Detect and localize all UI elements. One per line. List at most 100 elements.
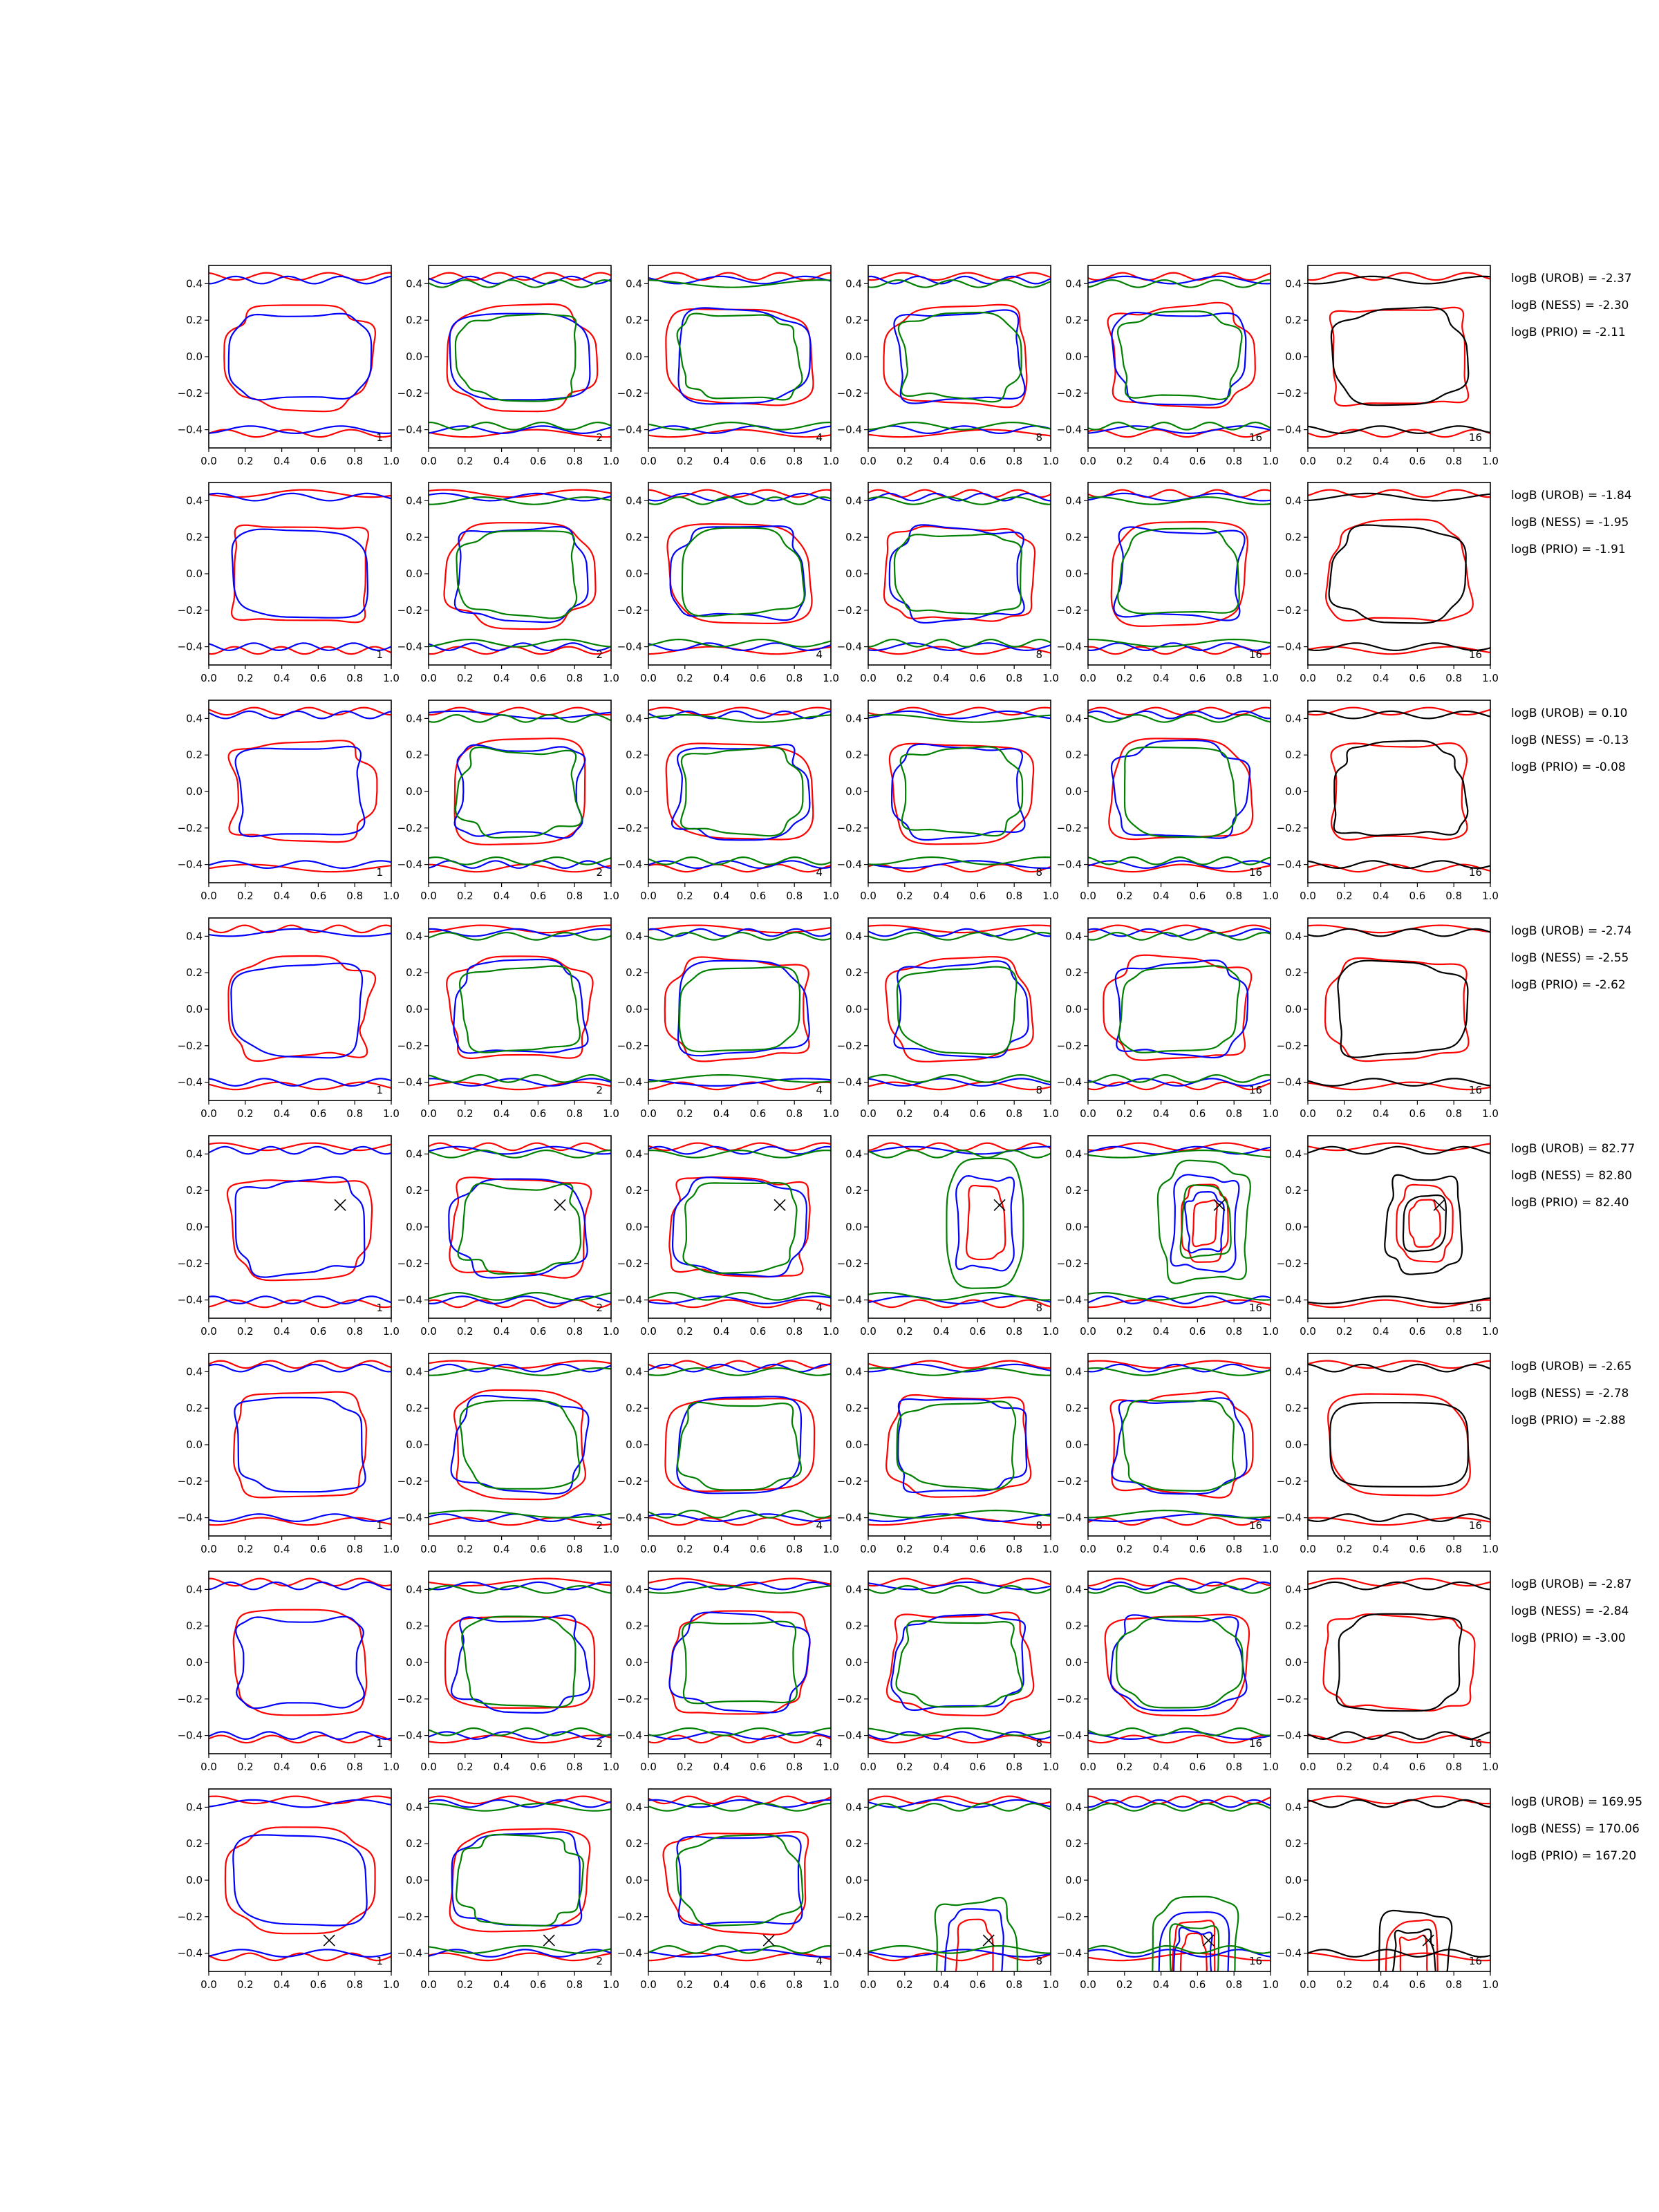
y-tick-label: −0.4 bbox=[1277, 424, 1302, 436]
x-tick-label: 0.4 bbox=[933, 455, 950, 467]
y-tick-label: −0.2 bbox=[178, 1475, 203, 1488]
x-tick-label: 0.6 bbox=[310, 455, 326, 467]
x-tick-label: 0.8 bbox=[566, 455, 583, 467]
peak-marker bbox=[543, 1934, 555, 1947]
panel-tag: 16 bbox=[1469, 1302, 1482, 1314]
black-contour-top bbox=[1308, 1581, 1490, 1591]
y-tick-label: 0.2 bbox=[845, 749, 862, 761]
y-tick-label: 0.2 bbox=[1065, 314, 1082, 326]
y-tick-label: 0.0 bbox=[186, 1221, 203, 1233]
panel-r5-c4: 0.0 0.2 0.4 0.6 0.8 1.0 0.4 0.2 0.0 −0.2 −0.4 8 bbox=[837, 1135, 1059, 1338]
y-tick-label: 0.0 bbox=[1285, 1656, 1302, 1669]
x-tick-label: 0.6 bbox=[969, 1978, 986, 1991]
x-tick-label: 0.0 bbox=[200, 1761, 217, 1773]
green-contour-top bbox=[868, 496, 1051, 505]
x-tick-label: 0.4 bbox=[494, 1325, 510, 1338]
peak-marker bbox=[982, 1934, 995, 1947]
x-tick-label: 1.0 bbox=[1482, 890, 1499, 902]
y-tick-label: −0.2 bbox=[837, 822, 862, 834]
y-tick-label: 0.2 bbox=[626, 1837, 642, 1850]
x-tick-label: 1.0 bbox=[823, 1761, 839, 1773]
y-tick-label: −0.2 bbox=[397, 1475, 422, 1488]
x-tick-label: 0.2 bbox=[1336, 672, 1353, 684]
y-tick-label: −0.2 bbox=[1057, 387, 1082, 400]
peak-marker bbox=[1422, 1934, 1434, 1947]
y-tick-label: 0.4 bbox=[406, 1147, 422, 1160]
blue-contour-inner bbox=[235, 1615, 365, 1709]
x-tick-label: 0.4 bbox=[713, 455, 730, 467]
x-tick-label: 1.0 bbox=[1262, 1107, 1279, 1120]
red-contour-top bbox=[429, 1577, 611, 1587]
x-tick-label: 0.0 bbox=[860, 455, 877, 467]
y-tick-label: 0.2 bbox=[1065, 531, 1082, 543]
x-tick-label: 0.2 bbox=[457, 1107, 474, 1120]
red-contour-top bbox=[868, 1795, 1051, 1805]
x-tick-label: 0.6 bbox=[969, 890, 986, 902]
green-contour-top bbox=[648, 714, 831, 723]
green-contour-bottom bbox=[868, 1944, 1051, 1954]
contour-lines bbox=[209, 924, 391, 1091]
y-tick-label: 0.2 bbox=[845, 531, 862, 543]
y-tick-label: −0.2 bbox=[617, 1257, 642, 1270]
panel-r7-c3: 0.0 0.2 0.4 0.6 0.8 1.0 0.4 0.2 0.0 −0.2 −0.4 4 bbox=[617, 1571, 839, 1773]
y-tick-label: −0.4 bbox=[1277, 1730, 1302, 1742]
blue-contour-bottom bbox=[209, 1731, 391, 1741]
x-tick-label: 0.4 bbox=[274, 1761, 290, 1773]
panel-tag: 16 bbox=[1469, 648, 1482, 661]
contour-lines bbox=[429, 706, 611, 873]
y-tick-label: 0.0 bbox=[626, 1003, 642, 1015]
y-tick-label: −0.2 bbox=[178, 1693, 203, 1705]
x-tick-label: 0.8 bbox=[1445, 1761, 1462, 1773]
panel-tag: 2 bbox=[596, 866, 603, 879]
contour-lines bbox=[868, 489, 1051, 655]
blue-contour-inner bbox=[893, 960, 1029, 1059]
red-contour-core bbox=[1179, 1932, 1208, 1971]
black-contour-inner bbox=[1378, 1909, 1453, 1971]
y-tick-label: 0.4 bbox=[626, 1801, 642, 1813]
y-tick-label: 0.4 bbox=[406, 930, 422, 942]
x-tick-label: 0.0 bbox=[1300, 1978, 1316, 1991]
blue-contour-core bbox=[1183, 1190, 1225, 1254]
panel-r1-c6: 0.0 0.2 0.4 0.6 0.8 1.0 0.4 0.2 0.0 −0.2 −0.4 16 bbox=[1277, 265, 1499, 467]
black-contour-inner bbox=[1335, 1613, 1463, 1712]
blue-contour-top bbox=[429, 492, 611, 502]
green-contour-bottom bbox=[648, 1944, 831, 1954]
blue-contour-top bbox=[209, 492, 391, 502]
red-contour-top bbox=[648, 924, 831, 934]
y-tick-label: 0.4 bbox=[1065, 1801, 1082, 1813]
black-contour-inner bbox=[1384, 1174, 1463, 1275]
red-contour-core bbox=[1408, 1199, 1441, 1248]
red-contour-top bbox=[648, 1360, 831, 1369]
x-tick-label: 0.4 bbox=[1373, 1107, 1389, 1120]
x-tick-label: 0.6 bbox=[1189, 1761, 1206, 1773]
red-contour-bottom bbox=[1308, 1952, 1490, 1962]
green-contour-bottom bbox=[429, 1727, 611, 1736]
y-tick-label: −0.2 bbox=[1277, 1257, 1302, 1270]
y-tick-label: −0.2 bbox=[397, 822, 422, 834]
y-tick-label: −0.2 bbox=[178, 387, 203, 400]
x-tick-label: 0.0 bbox=[420, 1543, 437, 1555]
x-tick-label: 0.8 bbox=[1006, 890, 1022, 902]
y-tick-label: 0.0 bbox=[186, 1874, 203, 1886]
y-tick-label: −0.2 bbox=[617, 1911, 642, 1923]
y-tick-label: 0.4 bbox=[845, 277, 862, 290]
green-contour-top bbox=[1088, 496, 1271, 505]
red-contour-top bbox=[429, 1795, 611, 1805]
y-tick-label: 0.0 bbox=[626, 1221, 642, 1233]
x-tick-label: 0.0 bbox=[860, 1325, 877, 1338]
x-tick-label: 0.6 bbox=[749, 1978, 766, 1991]
x-tick-label: 0.8 bbox=[346, 455, 363, 467]
blue-contour-bottom bbox=[209, 425, 391, 435]
axes-frame bbox=[428, 917, 612, 1101]
red-contour-top bbox=[648, 1795, 831, 1805]
panel-tag: 4 bbox=[816, 1084, 823, 1096]
axes-frame bbox=[1307, 265, 1491, 449]
blue-contour-top bbox=[648, 1799, 831, 1808]
x-tick-label: 1.0 bbox=[383, 1325, 400, 1338]
green-contour-top bbox=[1088, 1584, 1271, 1594]
x-tick-label: 0.4 bbox=[713, 1761, 730, 1773]
y-tick-label: 0.4 bbox=[1065, 494, 1082, 507]
y-tick-label: −0.2 bbox=[617, 1475, 642, 1488]
red-contour-inner bbox=[1108, 738, 1254, 841]
blue-contour-bottom bbox=[648, 1078, 831, 1087]
